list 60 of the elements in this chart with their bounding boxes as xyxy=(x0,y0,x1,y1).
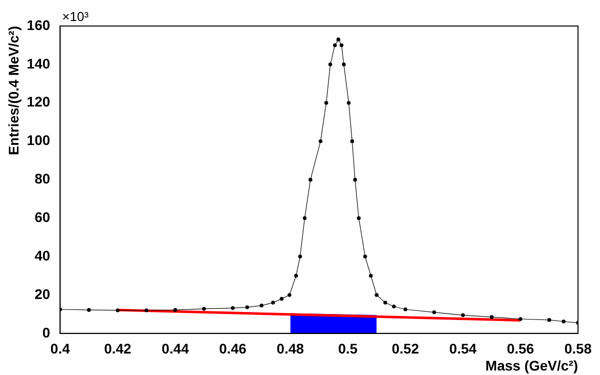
x-tick-label: 0.44 xyxy=(162,340,190,357)
point xyxy=(350,139,354,144)
y-tick-label: 140 xyxy=(26,55,50,72)
point xyxy=(260,304,264,308)
point xyxy=(245,305,250,310)
point xyxy=(518,317,522,321)
x-tick-label: 0.56 xyxy=(506,340,534,357)
x-tick-label: 0.4 xyxy=(50,340,70,357)
x-axis-title: Mass (GeV/c²) xyxy=(485,357,578,374)
point xyxy=(392,304,396,308)
y-axis-title: Entries/(0.4 MeV/c²) xyxy=(5,26,22,156)
point xyxy=(144,308,148,312)
point xyxy=(308,178,312,182)
x-tick-label: 0.54 xyxy=(449,340,477,357)
y-tick-label: 20 xyxy=(34,286,50,302)
point xyxy=(340,43,344,48)
point xyxy=(461,313,465,318)
y-tick-label: 60 xyxy=(34,208,50,225)
x-tick-label: 0.5 xyxy=(338,340,358,357)
text: ×10³ xyxy=(62,9,90,24)
point xyxy=(288,293,292,297)
x-tick-label: 0.48 xyxy=(276,340,304,357)
point xyxy=(547,318,552,322)
point xyxy=(318,139,322,144)
point xyxy=(363,254,368,258)
point xyxy=(342,62,346,66)
point xyxy=(490,315,494,319)
point xyxy=(173,308,178,312)
point xyxy=(333,43,337,48)
point xyxy=(432,310,436,314)
point xyxy=(202,306,206,311)
point xyxy=(562,320,566,324)
point xyxy=(324,100,328,105)
y-tick-label: 160 xyxy=(26,16,50,33)
point xyxy=(328,62,332,66)
x-tick-label: 0.42 xyxy=(104,340,132,357)
point xyxy=(336,38,340,42)
point xyxy=(374,293,379,297)
y-tick-label: 120 xyxy=(26,94,50,110)
point xyxy=(271,300,275,305)
y-tick-label: 80 xyxy=(34,170,50,187)
point xyxy=(353,178,357,182)
point xyxy=(356,216,361,220)
point xyxy=(383,300,388,305)
point xyxy=(403,307,408,312)
point xyxy=(302,216,307,220)
point xyxy=(298,254,302,258)
point xyxy=(87,308,91,312)
y-tick-label: 0 xyxy=(42,324,50,340)
point xyxy=(368,274,373,278)
point xyxy=(116,308,120,312)
point xyxy=(230,306,235,310)
point xyxy=(280,296,284,301)
point xyxy=(346,100,351,105)
x-tick-label: 0.58 xyxy=(564,340,592,357)
x-tick-label: 0.46 xyxy=(219,340,247,357)
y-tick-label: 100 xyxy=(26,132,50,148)
y-tick-label: 40 xyxy=(34,247,50,264)
x-tick-label: 0.52 xyxy=(392,340,420,357)
point xyxy=(294,274,298,278)
